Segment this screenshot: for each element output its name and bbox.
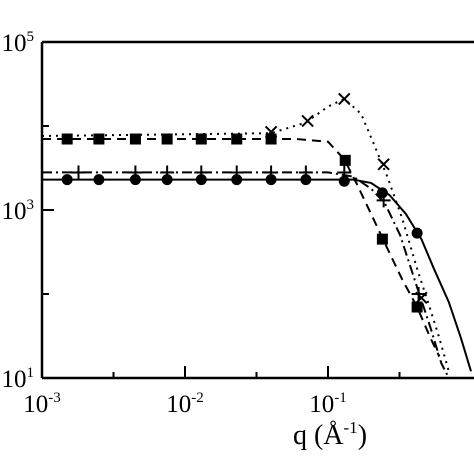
circle-marker — [161, 174, 173, 186]
square-marker — [161, 133, 173, 145]
square-marker — [376, 233, 388, 245]
circle-marker — [61, 174, 73, 186]
axis-ticks — [41, 41, 401, 379]
square-marker — [231, 133, 243, 145]
series-line-square — [42, 138, 441, 358]
y-tick-label: 105 — [2, 29, 35, 57]
circle-marker — [338, 175, 350, 187]
circle-marker — [300, 174, 312, 186]
y-tick-label: 103 — [2, 197, 35, 225]
square-marker — [195, 133, 207, 145]
circle-marker — [195, 174, 207, 186]
series-curves — [41, 97, 472, 379]
circle-marker — [411, 227, 423, 239]
square-marker — [129, 133, 141, 145]
series-line-circle — [42, 178, 472, 372]
tick-labels: 10-3 10-2 10-1 101 103 105 — [2, 29, 347, 418]
series-line-plus — [42, 171, 450, 379]
x-marker — [377, 158, 390, 171]
plus-marker — [71, 165, 86, 180]
square-marker — [265, 133, 277, 145]
circle-marker — [129, 174, 141, 186]
x-marker — [264, 125, 278, 139]
circle-marker — [265, 174, 277, 186]
x-axis-title: q (Å-1) — [293, 418, 367, 451]
series-markers — [61, 92, 428, 313]
square-marker — [93, 133, 105, 145]
circle-marker — [376, 187, 388, 199]
square-marker — [411, 301, 423, 313]
circle-marker — [93, 174, 105, 186]
x-marker — [338, 92, 351, 106]
circle-marker — [231, 174, 243, 186]
series-line-x — [41, 97, 450, 372]
square-marker — [61, 133, 73, 145]
x-marker — [301, 114, 314, 128]
square-marker — [339, 154, 351, 166]
x-tick-label: 10-3 — [23, 390, 61, 418]
y-tick-label: 101 — [2, 365, 35, 393]
plot-frame — [40, 40, 474, 380]
x-tick-label: 10-1 — [309, 390, 347, 418]
x-tick-label: 10-2 — [166, 390, 204, 418]
plus-marker — [411, 287, 426, 301]
